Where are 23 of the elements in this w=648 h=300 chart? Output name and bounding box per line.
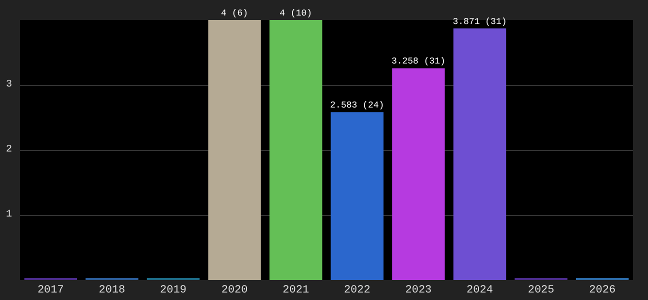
bar [453, 28, 506, 280]
x-tick-label: 2024 [466, 284, 494, 296]
data-label: 3.258 (31) [391, 56, 446, 67]
x-tick-label: 2018 [98, 284, 126, 296]
x-tick-label: 2017 [37, 284, 64, 296]
y-tick-label: 3 [6, 80, 12, 90]
x-tick-label: 2026 [589, 284, 616, 296]
bar [208, 20, 261, 280]
x-tick-label: 2025 [528, 284, 554, 296]
data-label: 2.583 (24) [330, 100, 384, 111]
data-label: 4 (6) [221, 8, 248, 18]
x-tick-label: 2020 [221, 284, 248, 296]
bar [330, 112, 384, 280]
x-tick-label: 2021 [282, 284, 310, 296]
bar [269, 20, 322, 280]
x-tick-label: 2023 [405, 284, 432, 296]
data-label: 4 (10) [280, 8, 312, 18]
x-tick-label: 2022 [344, 284, 370, 296]
y-tick-label: 2 [6, 144, 12, 156]
x-tick-label: 2019 [160, 284, 186, 296]
bar [392, 68, 445, 280]
data-label: 3.871 (31) [452, 16, 507, 27]
y-tick-label: 1 [6, 210, 12, 220]
